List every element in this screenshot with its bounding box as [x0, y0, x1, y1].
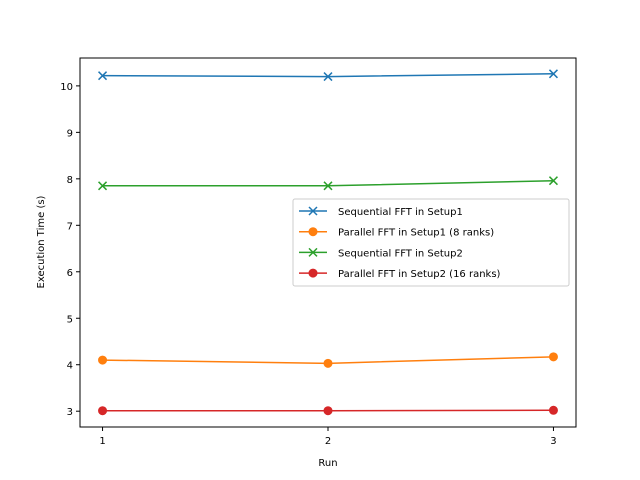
data-point — [548, 352, 558, 362]
series-layer — [98, 69, 558, 416]
data-point — [98, 71, 108, 81]
legend-items: Sequential FFT in Setup1 Parallel FFT in … — [299, 206, 501, 280]
y-tick-label: 7 — [67, 221, 73, 232]
series-2 — [98, 352, 558, 368]
y-tick-label: 6 — [67, 268, 73, 279]
x-axis-label: Run — [318, 458, 337, 469]
series-3 — [98, 176, 558, 191]
y-axis-label: Execution Time (s) — [36, 195, 47, 288]
x-tick-label: 3 — [550, 436, 556, 447]
x-axis: 1 2 3 — [99, 427, 557, 447]
legend-label: Sequential FFT in Setup2 — [338, 248, 463, 259]
legend-swatch-marker — [308, 247, 318, 257]
x-tick-label: 2 — [325, 436, 331, 447]
legend-item: Sequential FFT in Setup1 — [299, 206, 463, 218]
legend-label: Sequential FFT in Setup1 — [338, 207, 463, 218]
x-tick-label: 1 — [99, 436, 105, 447]
y-tick-label: 10 — [60, 82, 73, 93]
data-point — [98, 355, 108, 365]
y-tick-label: 4 — [67, 361, 73, 372]
legend: Sequential FFT in Setup1 Parallel FFT in … — [292, 198, 570, 287]
data-point — [323, 406, 333, 416]
legend-frame — [292, 198, 570, 287]
series-1 — [98, 69, 558, 82]
legend-label: Parallel FFT in Setup1 (8 ranks) — [338, 228, 494, 239]
series-4 — [98, 405, 558, 416]
data-point — [323, 358, 333, 368]
y-tick-label: 8 — [67, 175, 73, 186]
data-point — [548, 176, 558, 186]
legend-swatch-marker — [308, 268, 318, 278]
legend-item: Parallel FFT in Setup1 (8 ranks) — [299, 227, 494, 239]
data-point — [548, 69, 558, 79]
data-point — [548, 405, 558, 415]
data-point — [323, 72, 333, 82]
y-tick-label: 9 — [67, 128, 73, 139]
data-point — [98, 181, 108, 191]
legend-item: Sequential FFT in Setup2 — [299, 247, 463, 259]
data-point — [98, 406, 108, 416]
legend-swatch-marker — [308, 206, 318, 216]
data-point — [323, 181, 333, 191]
y-axis: 3 4 5 6 7 8 9 10 — [60, 82, 80, 418]
legend-label: Parallel FFT in Setup2 (16 ranks) — [338, 269, 501, 280]
legend-swatch-marker — [308, 227, 318, 237]
y-tick-label: 3 — [67, 407, 73, 418]
legend-item: Parallel FFT in Setup2 (16 ranks) — [299, 268, 501, 280]
y-tick-label: 5 — [67, 314, 73, 325]
